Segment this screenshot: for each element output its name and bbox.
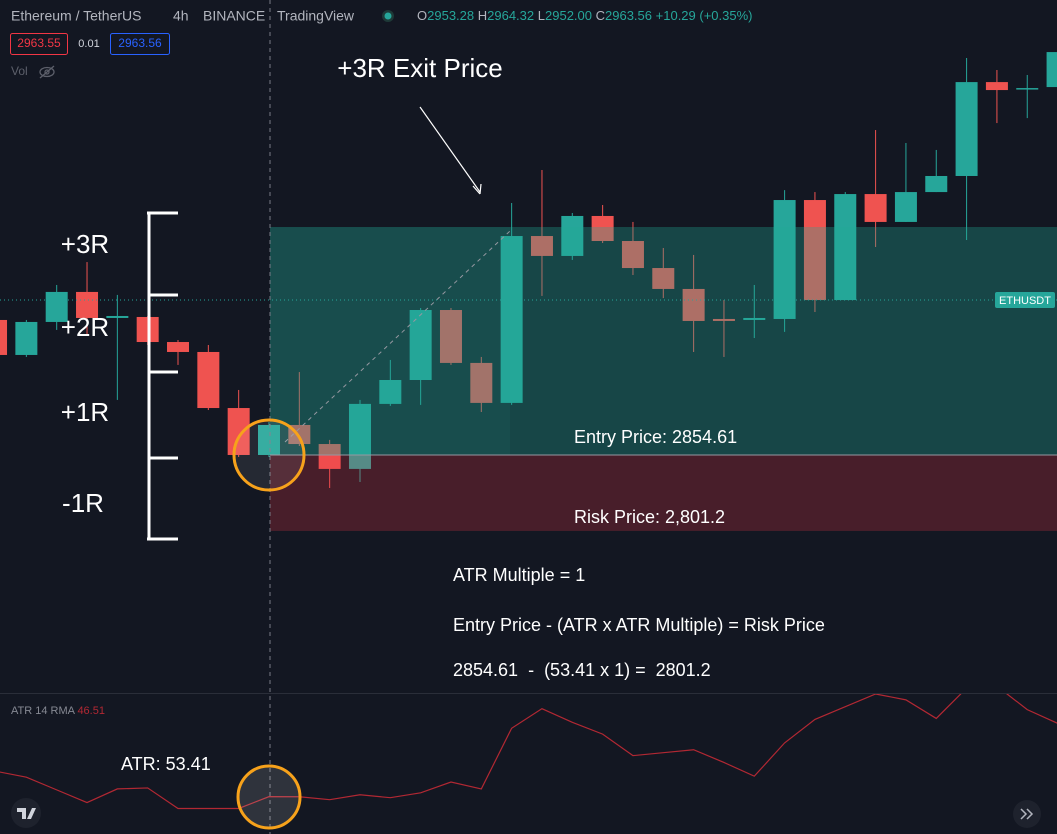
candle-body [318, 444, 341, 469]
hide-icon[interactable] [39, 65, 55, 79]
target-zone-filled [270, 227, 510, 455]
candle-body [925, 175, 948, 193]
arrow-head [472, 183, 482, 195]
ohlc-key: H [478, 8, 487, 23]
symbol[interactable]: Ethereum / TetherUS [11, 8, 141, 24]
ohlc-key: L [538, 8, 545, 23]
r-bracket [147, 211, 178, 541]
candle-body [652, 268, 675, 289]
ohlc-key: O [417, 8, 427, 23]
candle-body [348, 403, 371, 469]
atr-title: ATR 14 RMA [11, 705, 76, 717]
candle-body [1016, 88, 1039, 90]
candle-body [0, 319, 8, 355]
entry-label: Entry Price: 2854.61 [574, 427, 737, 447]
risk-label: Risk Price: 2,801.2 [574, 507, 725, 527]
candle-body [803, 200, 826, 301]
r-label: +2R [61, 312, 109, 342]
candle-body [955, 82, 978, 176]
spread: 0.01 [78, 38, 99, 50]
stop-zone [270, 454, 1057, 531]
atr-last-value: 46.51 [77, 705, 105, 717]
candle-body [15, 321, 38, 355]
candle-body [439, 310, 462, 363]
candle-body [682, 288, 705, 321]
candle-body [197, 351, 220, 409]
status-dot [384, 12, 392, 20]
r-label: +3R [61, 229, 109, 259]
exchange: BINANCE [203, 8, 265, 24]
ohlc-value: 2953.28 [427, 8, 474, 23]
change: +10.29 (+0.35%) [656, 8, 753, 23]
highlight-circle [232, 418, 306, 492]
atr-legend: ATR 14 RMA 46.51 [11, 705, 105, 717]
atr-line [0, 694, 1057, 810]
ohlc-value: 2952.00 [545, 8, 592, 23]
atr-label: ATR: 53.41 [121, 754, 211, 774]
scroll-button[interactable] [1013, 800, 1041, 828]
r-label: +1R [61, 397, 109, 427]
candle-body [258, 424, 280, 455]
ohlc-key: C [596, 8, 605, 23]
price-label-box [995, 291, 1055, 308]
volume-label[interactable]: Vol [11, 64, 28, 78]
formula-line: Entry Price - (ATR x ATR Multiple) = Ris… [453, 615, 825, 635]
candle-body [561, 215, 584, 256]
candle-body [409, 310, 432, 381]
candle-body [985, 82, 1008, 91]
candle-body [894, 192, 917, 222]
candle-body [591, 215, 614, 242]
bid: 2963.55 [17, 36, 61, 50]
exit-label: +3R Exit Price [337, 53, 502, 83]
trade-path [284, 230, 511, 443]
source: TradingView [277, 8, 355, 24]
candle-body [45, 291, 68, 322]
candle-body [530, 236, 553, 256]
sell-button[interactable] [10, 33, 68, 55]
candle-body [227, 408, 250, 455]
interval[interactable]: 4h [173, 8, 189, 24]
arrow [419, 106, 481, 193]
candle-body [500, 236, 523, 403]
candle-body [712, 318, 735, 321]
ohlc: O2953.28 H2964.32 L2952.00 C2963.56 +10.… [417, 8, 753, 23]
candle-body [864, 194, 887, 222]
candle-body [167, 342, 190, 352]
tv-logo[interactable] [11, 798, 41, 828]
candle-body [379, 380, 402, 404]
highlight-circle [236, 764, 302, 830]
candle-body [1046, 52, 1057, 88]
candle-body [834, 194, 857, 301]
buy-button[interactable] [110, 33, 170, 55]
r-label: -1R [62, 488, 104, 518]
candle-body [76, 291, 99, 318]
candle-body [106, 315, 129, 318]
ohlc-value: 2963.56 [605, 8, 652, 23]
ask: 2963.56 [118, 36, 162, 50]
formula-line: 2854.61 - (53.41 x 1) = 2801.2 [453, 660, 711, 680]
candle-body [743, 317, 766, 320]
formula-line: ATR Multiple = 1 [453, 565, 585, 585]
candle-body [773, 200, 796, 319]
candle-body [470, 362, 493, 403]
ohlc-value: 2964.32 [487, 8, 534, 23]
target-zone [270, 227, 1057, 455]
candle-body [621, 241, 644, 269]
price-label: ETHUSDT [999, 295, 1051, 307]
